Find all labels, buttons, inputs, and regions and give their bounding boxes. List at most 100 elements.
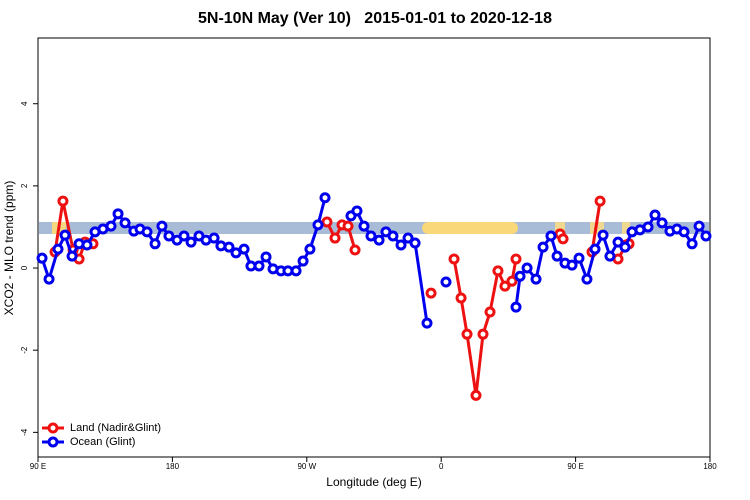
- point: [678, 226, 690, 238]
- point: [119, 217, 131, 229]
- point: [573, 252, 585, 264]
- point: [455, 292, 467, 304]
- point: [156, 220, 168, 232]
- legend-label: Ocean (Glint): [70, 436, 135, 448]
- series-line: [40, 197, 708, 324]
- point: [81, 239, 93, 251]
- point: [642, 221, 654, 233]
- point: [545, 230, 557, 242]
- point: [461, 328, 473, 340]
- point: [373, 234, 385, 246]
- x-tick-label: 180: [166, 462, 180, 471]
- point: [312, 219, 324, 231]
- point: [612, 236, 624, 248]
- y-tick-label: 2: [20, 183, 29, 188]
- legend-marker: [47, 422, 59, 434]
- y-tick-label: 0: [20, 265, 29, 270]
- point: [589, 243, 601, 255]
- point: [448, 253, 460, 265]
- point: [521, 262, 533, 274]
- point: [178, 230, 190, 242]
- point: [43, 273, 55, 285]
- point: [557, 233, 569, 245]
- point: [395, 239, 407, 251]
- point: [208, 232, 220, 244]
- point: [551, 250, 563, 262]
- point: [425, 287, 437, 299]
- point: [387, 230, 399, 242]
- point: [440, 276, 452, 288]
- point: [506, 275, 518, 287]
- point: [510, 301, 522, 313]
- legend-label: Land (Nadir&Glint): [70, 422, 161, 434]
- point: [594, 195, 606, 207]
- y-tick-label: -2: [20, 346, 29, 354]
- point: [223, 241, 235, 253]
- point: [260, 251, 272, 263]
- plot-frame: [37, 37, 711, 458]
- x-tick-label: 180: [703, 462, 717, 471]
- point: [510, 253, 522, 265]
- chart-title: 5N-10N May (Ver 10) 2015-01-01 to 2020-1…: [198, 10, 552, 27]
- point: [530, 273, 542, 285]
- point: [581, 273, 593, 285]
- point: [185, 236, 197, 248]
- point: [477, 328, 489, 340]
- point: [321, 216, 333, 228]
- point: [358, 220, 370, 232]
- point: [349, 244, 361, 256]
- point: [36, 252, 48, 264]
- point: [409, 237, 421, 249]
- point: [319, 192, 331, 204]
- land-strip: [622, 222, 630, 234]
- point: [649, 209, 661, 221]
- land-strip: [555, 222, 565, 234]
- x-tick-label: 0: [439, 462, 444, 471]
- point: [66, 250, 78, 262]
- point: [470, 389, 482, 401]
- point: [141, 226, 153, 238]
- point: [297, 255, 309, 267]
- x-tick-label: 90 W: [297, 462, 316, 471]
- x-tick-label: 90 E: [30, 462, 46, 471]
- point: [693, 220, 705, 232]
- point: [290, 265, 302, 277]
- point: [238, 243, 250, 255]
- point: [566, 259, 578, 271]
- point: [304, 243, 316, 255]
- point: [604, 250, 616, 262]
- y-axis-label: XCO2 - MLO trend (ppm): [2, 181, 16, 316]
- point: [52, 243, 64, 255]
- point: [149, 238, 161, 250]
- point: [619, 241, 631, 253]
- point: [656, 217, 668, 229]
- point: [57, 195, 69, 207]
- y-tick-label: 4: [20, 101, 29, 106]
- point: [59, 229, 71, 241]
- point: [537, 241, 549, 253]
- point: [365, 230, 377, 242]
- point: [514, 270, 526, 282]
- point: [329, 232, 341, 244]
- point: [105, 220, 117, 232]
- point: [112, 208, 124, 220]
- point: [351, 205, 363, 217]
- map-strip: [39, 222, 709, 234]
- x-axis-label: Longitude (deg E): [326, 475, 421, 489]
- point: [342, 220, 354, 232]
- legend-marker: [47, 436, 59, 448]
- point: [484, 306, 496, 318]
- point: [163, 230, 175, 242]
- point: [492, 265, 504, 277]
- point: [402, 232, 414, 244]
- point: [597, 229, 609, 241]
- land-strip: [422, 222, 518, 234]
- point: [253, 260, 265, 272]
- ocean-strip: [39, 222, 709, 234]
- point: [700, 230, 712, 242]
- x-tick-label: 90 E: [567, 462, 583, 471]
- y-tick-label: -4: [20, 428, 29, 436]
- point: [499, 280, 511, 292]
- point: [421, 317, 433, 329]
